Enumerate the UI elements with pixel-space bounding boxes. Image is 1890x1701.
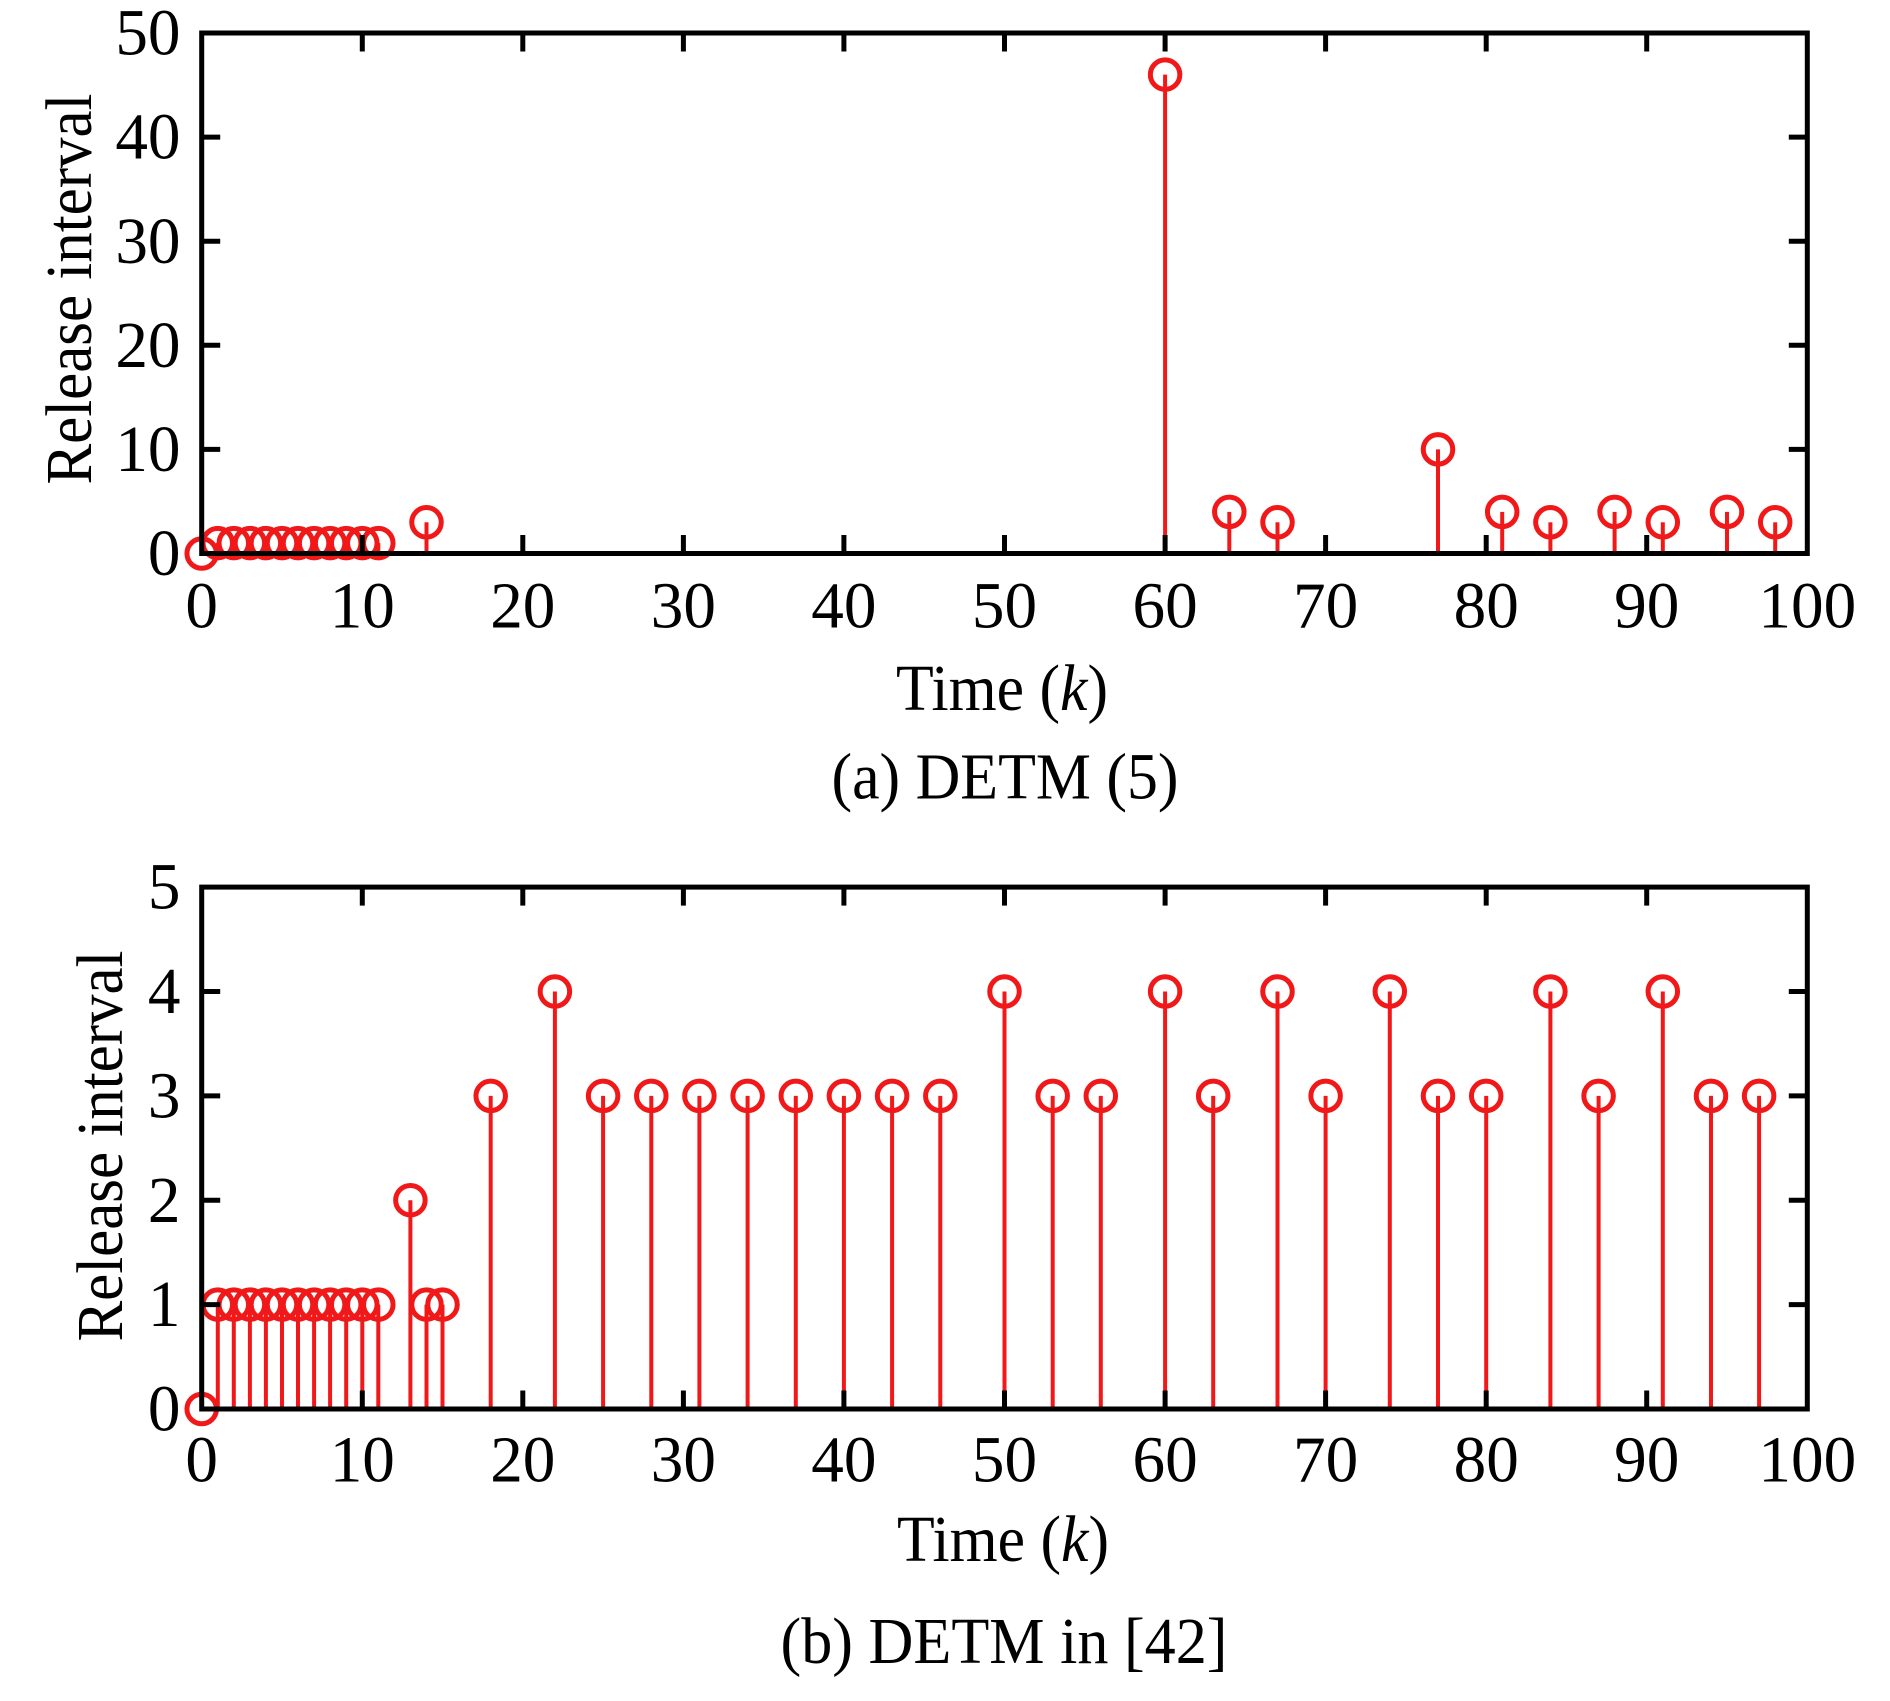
svg-text:100: 100 — [1758, 570, 1856, 642]
svg-text:5: 5 — [148, 852, 181, 924]
svg-text:50: 50 — [972, 570, 1037, 642]
svg-text:20: 20 — [115, 310, 180, 382]
svg-text:2: 2 — [148, 1165, 181, 1237]
svg-text:50: 50 — [972, 1424, 1037, 1496]
svg-text:0: 0 — [185, 1424, 218, 1496]
svg-text:80: 80 — [1454, 570, 1519, 642]
svg-text:30: 30 — [651, 1424, 716, 1496]
svg-text:10: 10 — [115, 414, 180, 486]
svg-text:30: 30 — [651, 570, 716, 642]
svg-text:20: 20 — [490, 570, 555, 642]
svg-text:30: 30 — [115, 206, 180, 278]
svg-text:20: 20 — [490, 1424, 555, 1496]
svg-text:0: 0 — [148, 518, 181, 590]
svg-text:Time (k): Time (k) — [897, 1504, 1109, 1576]
svg-text:60: 60 — [1133, 570, 1198, 642]
svg-text:60: 60 — [1133, 1424, 1198, 1496]
svg-text:Time (k): Time (k) — [896, 653, 1108, 725]
svg-text:100: 100 — [1758, 1424, 1856, 1496]
svg-text:90: 90 — [1614, 570, 1679, 642]
svg-text:0: 0 — [185, 570, 218, 642]
svg-text:(a) DETM (5): (a) DETM (5) — [832, 742, 1179, 814]
svg-text:Release interval: Release interval — [65, 951, 137, 1342]
svg-text:10: 10 — [330, 1424, 395, 1496]
svg-text:40: 40 — [115, 102, 180, 174]
svg-text:70: 70 — [1293, 1424, 1358, 1496]
svg-text:80: 80 — [1454, 1424, 1519, 1496]
svg-text:4: 4 — [148, 956, 181, 1028]
svg-text:Release interval: Release interval — [34, 94, 106, 485]
svg-text:10: 10 — [330, 570, 395, 642]
svg-text:70: 70 — [1293, 570, 1358, 642]
svg-text:(b) DETM in [42]: (b) DETM in [42] — [781, 1606, 1228, 1678]
svg-text:0: 0 — [148, 1374, 181, 1446]
svg-text:3: 3 — [148, 1061, 181, 1133]
svg-text:40: 40 — [811, 570, 876, 642]
svg-text:90: 90 — [1614, 1424, 1679, 1496]
svg-text:40: 40 — [811, 1424, 876, 1496]
svg-text:1: 1 — [148, 1269, 181, 1341]
svg-text:50: 50 — [115, 0, 180, 70]
